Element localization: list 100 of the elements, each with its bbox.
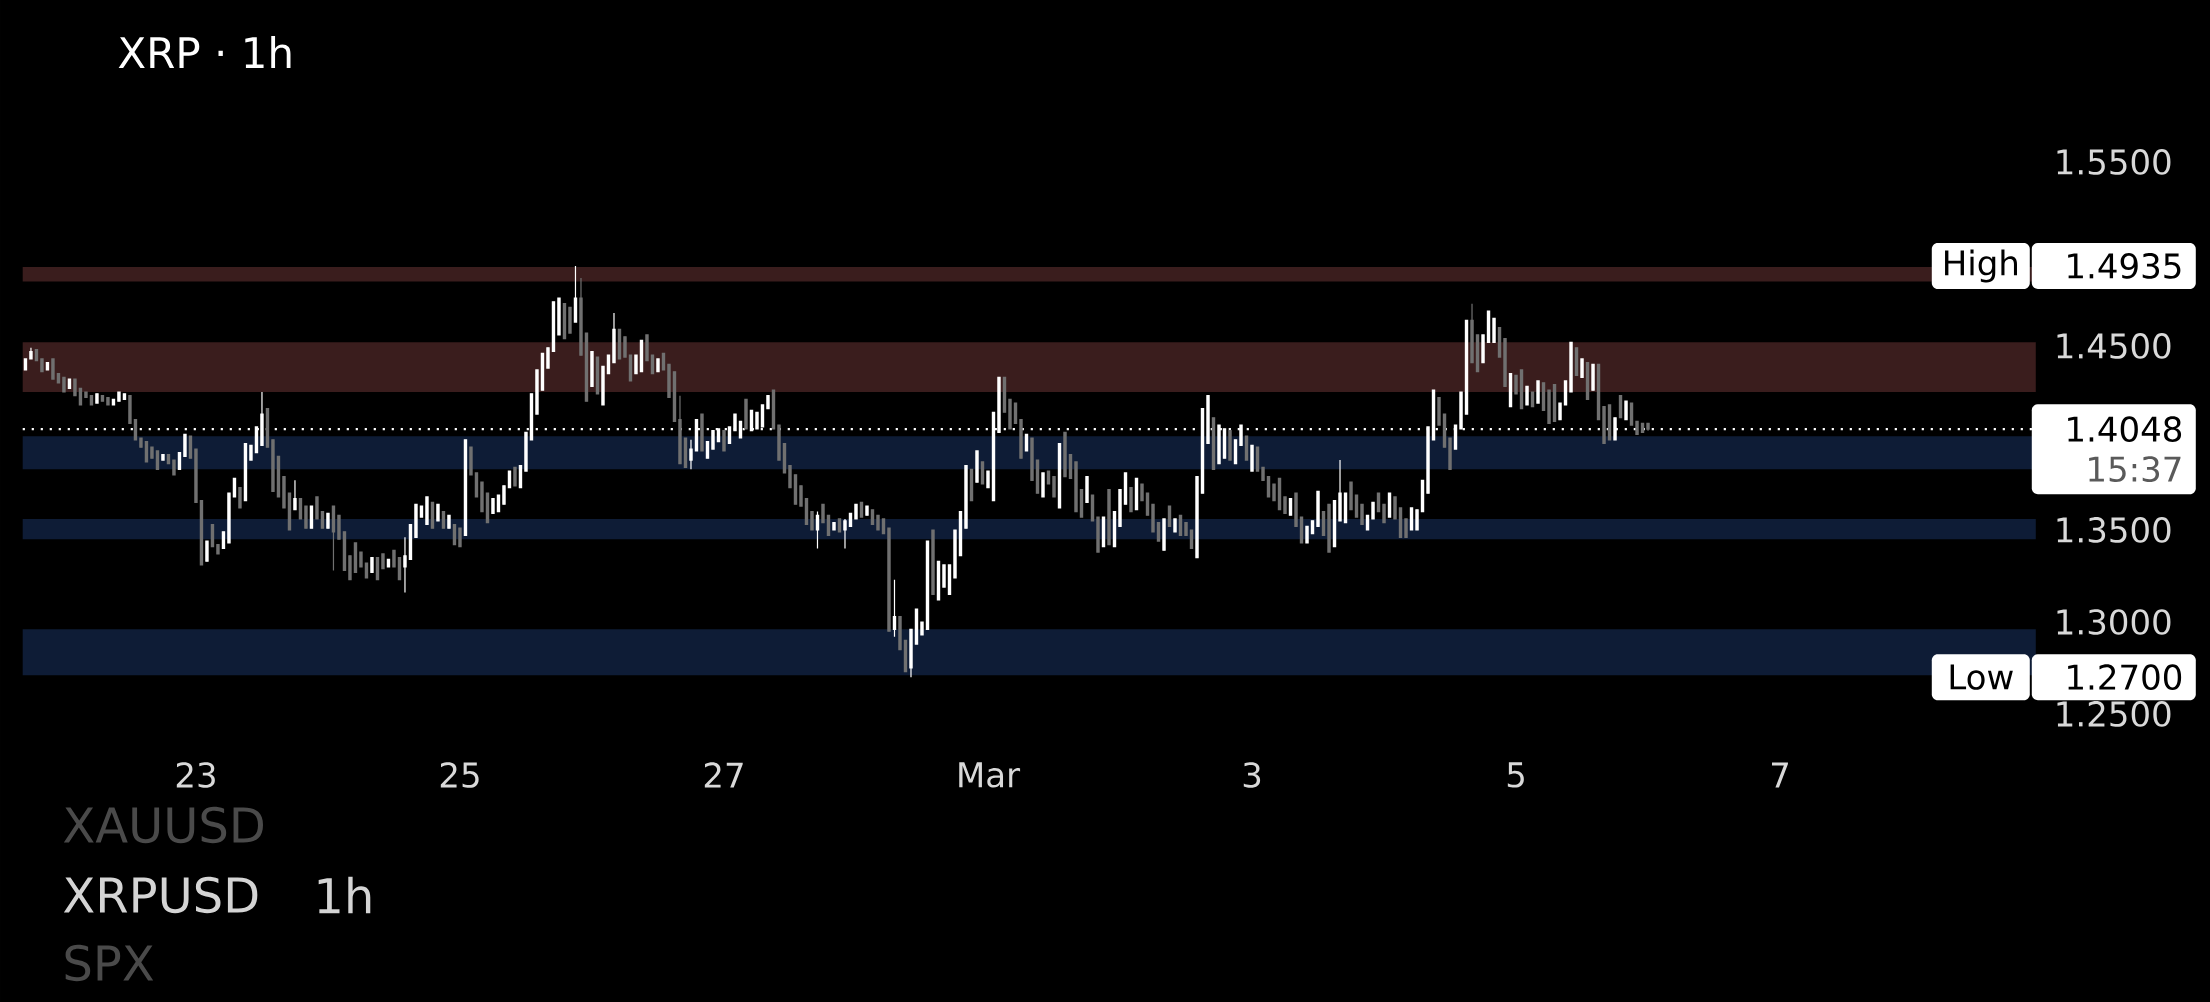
- candlestick: [436, 503, 440, 522]
- candlestick: [1129, 487, 1133, 513]
- candlestick: [1250, 444, 1254, 472]
- x-tick-label: 7: [1772, 762, 1788, 788]
- candlestick: [331, 505, 336, 572]
- candlestick: [425, 496, 429, 526]
- candlestick: [1382, 503, 1386, 524]
- candlestick: [1481, 334, 1485, 364]
- candlestick: [447, 514, 451, 529]
- candlestick: [73, 378, 77, 397]
- candlestick: [513, 466, 517, 487]
- candlestick: [1085, 476, 1089, 503]
- x-tick-label: 5: [1507, 762, 1524, 788]
- candlestick: [821, 503, 825, 524]
- candlestick: [920, 621, 924, 636]
- candlestick: [304, 505, 308, 529]
- candlestick: [788, 465, 792, 489]
- candlestick: [1261, 466, 1265, 481]
- candlestick: [194, 448, 198, 503]
- candlestick: [1019, 419, 1023, 459]
- candlestick: [1415, 509, 1419, 531]
- candlestick: [29, 347, 33, 360]
- candlestick: [381, 553, 385, 570]
- text: 1.4935: [2068, 253, 2181, 279]
- candlestick: [1052, 476, 1056, 498]
- candlestick: [645, 334, 649, 362]
- candlestick: [942, 564, 946, 588]
- candlestick: [238, 487, 242, 509]
- candlestick: [975, 450, 979, 483]
- candlestick: [1591, 363, 1595, 391]
- candlestick: [590, 350, 594, 388]
- candlestick: [282, 476, 286, 509]
- candlestick: [601, 365, 605, 406]
- candlestick: [1096, 516, 1100, 553]
- x-tick-label: 27: [704, 762, 743, 788]
- candlestick: [1107, 488, 1111, 546]
- candlestick: [1437, 396, 1441, 426]
- candlestick: [1173, 518, 1177, 533]
- y-tick-label: 1.5500: [2057, 149, 2171, 175]
- candlestick: [892, 579, 897, 638]
- candlestick: [1327, 503, 1331, 553]
- candlestick: [1041, 472, 1045, 498]
- candlestick: [150, 446, 154, 459]
- candlestick: [711, 430, 715, 450]
- candlestick: [1272, 483, 1276, 502]
- y-tick-label: 1.3000: [2057, 609, 2171, 635]
- candlestick: [898, 615, 902, 651]
- candlestick: [843, 518, 847, 549]
- candlestick: [535, 369, 539, 415]
- x-tick-label: 23: [176, 762, 215, 788]
- candlestick: [1448, 437, 1452, 470]
- candlestick: [1030, 437, 1034, 481]
- candlestick: [656, 358, 660, 373]
- candlestick: [1393, 496, 1397, 520]
- candlestick: [1558, 402, 1562, 421]
- candlestick: [1624, 400, 1628, 421]
- candlestick: [810, 511, 814, 531]
- candlestick: [1162, 518, 1166, 551]
- candlestick: [1283, 496, 1287, 515]
- candlestick: [815, 511, 820, 549]
- candlestick: [1525, 385, 1529, 406]
- candlestick: [854, 503, 858, 520]
- candlestick: [1228, 430, 1232, 461]
- candlestick: [1580, 358, 1584, 378]
- candlestick: [1151, 503, 1155, 533]
- ref-line-label: 1.4048: [2068, 416, 2182, 443]
- text: XRPUSD: [63, 876, 258, 914]
- candlestick: [95, 393, 99, 404]
- candlestick: [1602, 406, 1606, 445]
- candlestick: [733, 413, 737, 432]
- candlestick: [1404, 518, 1408, 538]
- text: 1h: [318, 876, 371, 914]
- candlestick: [271, 439, 275, 492]
- candlestick: [84, 391, 88, 399]
- candlestick: [1349, 481, 1353, 511]
- candlestick: [1184, 522, 1188, 537]
- candlestick: [172, 459, 176, 476]
- candlestick: [524, 431, 528, 472]
- candlestick: [1646, 422, 1650, 432]
- candlestick: [128, 395, 132, 424]
- text: 15:37: [2089, 456, 2181, 483]
- candlestick: [744, 398, 748, 430]
- candlestick: [1294, 492, 1298, 527]
- candlestick: [480, 481, 484, 513]
- candlestick: [964, 465, 968, 529]
- candlestick: [469, 446, 473, 476]
- x-tick-label: 25: [440, 762, 479, 788]
- candlestick: [1569, 341, 1573, 393]
- text: 1.2700: [2068, 664, 2182, 691]
- candlestick: [612, 312, 616, 364]
- candlestick: [491, 498, 495, 515]
- candlestick: [1140, 483, 1144, 502]
- candlestick: [1547, 389, 1551, 424]
- x-tick-label: Mar: [959, 762, 1021, 788]
- x-tick-label: 3: [1243, 762, 1261, 788]
- candlestick: [568, 306, 572, 334]
- candlestick: [392, 549, 396, 568]
- candlestick: [876, 514, 880, 531]
- candlestick: [887, 527, 891, 632]
- candlestick: [348, 555, 352, 581]
